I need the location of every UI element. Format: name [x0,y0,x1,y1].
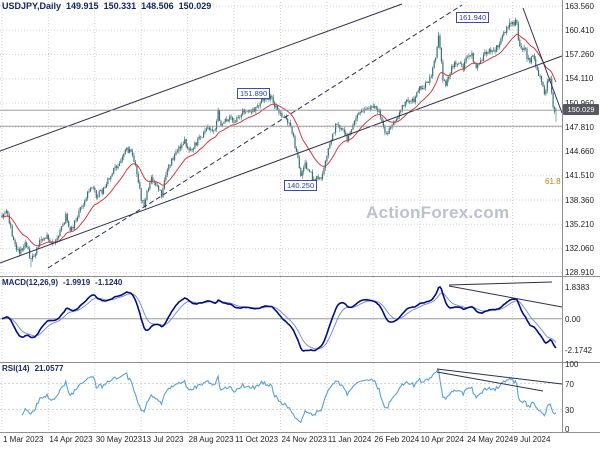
price-annotation-peak: 161.940 [456,12,490,23]
macd-indicator-label: MACD(12,26,9) -1.9919 -1.1240 [2,278,127,287]
y-axis-label: 132.060 [565,244,594,254]
rsi-line [21,368,557,424]
open-value: 149.915 [66,1,99,11]
high-value: 150.331 [103,1,137,11]
rsi-value: 21.0577 [34,364,64,373]
rsi-axis-label: 0 [565,425,570,434]
channel-trendline [522,7,563,114]
macd-name: MACD(12,26,9) [2,278,59,287]
macd-axis-label: 1.8383 [565,283,590,292]
x-axis-label: 9 Jul 2024 [513,435,551,444]
chart-header: USDJPY,Daily 149.915 150.331 148.506 150.029 [2,1,216,11]
rsi-trendline [436,371,544,392]
y-axis-label: 157.260 [565,50,594,59]
y-axis-label: 141.510 [565,171,594,181]
watermark: ActionForex.com [366,203,510,222]
y-axis-label: 150.960 [565,99,594,108]
low-value: 148.506 [141,1,174,11]
x-axis-label: 24 Nov 2023 [281,435,327,444]
x-axis-label: 11 Oct 2023 [235,435,279,444]
y-axis-label: 128.910 [565,268,594,278]
rsi-name: RSI(14) [2,364,30,373]
x-axis-label: 1 Mar 2023 [3,435,44,444]
y-axis-label: 144.660 [565,147,594,157]
y-axis-label: 135.210 [565,219,594,229]
x-axis-label: 11 Jan 2024 [327,435,372,444]
x-axis-label: 26 Feb 2024 [374,435,420,444]
macd-signal-line [1,292,557,350]
close-value: 150.029 [178,1,212,11]
x-axis-label: 24 May 2024 [467,435,514,444]
macd-line [1,285,557,352]
macd-axis-label: 0.00 [565,314,581,324]
macd-trendline [448,281,553,286]
rsi-axis-label: 30 [565,405,574,415]
channel-trendline [0,55,563,264]
y-axis-label: 163.560 [565,1,594,11]
y-axis-label: 154.110 [565,74,594,84]
price-annotation-nov-high: 151.890 [237,88,271,99]
rsi-trendline [436,368,563,385]
rsi-indicator-label: RSI(14) 21.0577 [2,364,68,373]
trendline-dashed [47,4,463,269]
candle-bodies [1,19,557,260]
x-axis-label: 14 Apr 2023 [49,435,93,444]
rsi-axis-label: 70 [565,379,574,389]
symbol-period-label: USDJPY,Daily [2,1,62,11]
macd-axis-label: -2.1742 [565,346,593,355]
macd-value: -1.9919 [63,278,91,287]
x-axis-label: 13 Jul 2023 [142,435,184,444]
moving-average-line [1,33,557,247]
x-axis-label: 30 May 2023 [95,435,143,444]
x-axis-label: 10 Apr 2024 [420,435,464,444]
macd-trendline [448,285,563,308]
price-annotation-dec-low: 140.250 [284,180,318,191]
y-axis-label: 138.360 [565,195,594,205]
last-price-tag: 150.029 [563,104,599,115]
x-axis-label: 28 Aug 2023 [188,435,234,444]
rsi-axis-label: 100 [565,360,579,369]
fibonacci-level-label: 61.8 [545,177,561,186]
y-axis-label: 160.410 [565,25,594,35]
y-axis-label: 147.810 [565,122,594,132]
macd-signal-value: -1.1240 [95,278,123,287]
